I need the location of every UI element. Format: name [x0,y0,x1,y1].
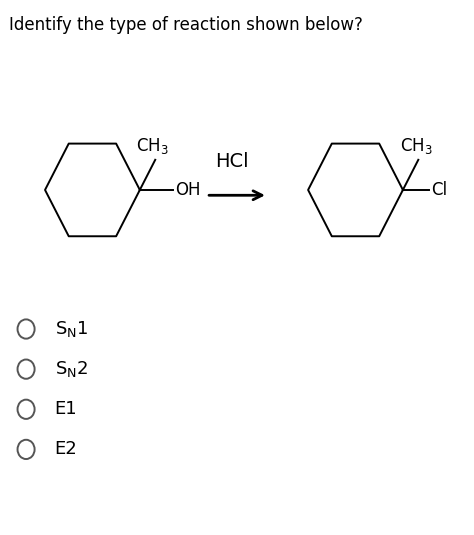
Text: E1: E1 [55,400,77,418]
Text: OH: OH [175,181,201,199]
Text: CH$_3$: CH$_3$ [137,135,169,156]
Text: S$_\mathregular{N}$2: S$_\mathregular{N}$2 [55,359,88,379]
Text: E2: E2 [55,440,77,458]
Text: Cl: Cl [431,181,447,199]
Text: S$_\mathregular{N}$1: S$_\mathregular{N}$1 [55,319,88,339]
Text: Identify the type of reaction shown below?: Identify the type of reaction shown belo… [9,16,364,34]
Text: CH$_3$: CH$_3$ [400,135,432,156]
Text: HCl: HCl [216,152,249,171]
